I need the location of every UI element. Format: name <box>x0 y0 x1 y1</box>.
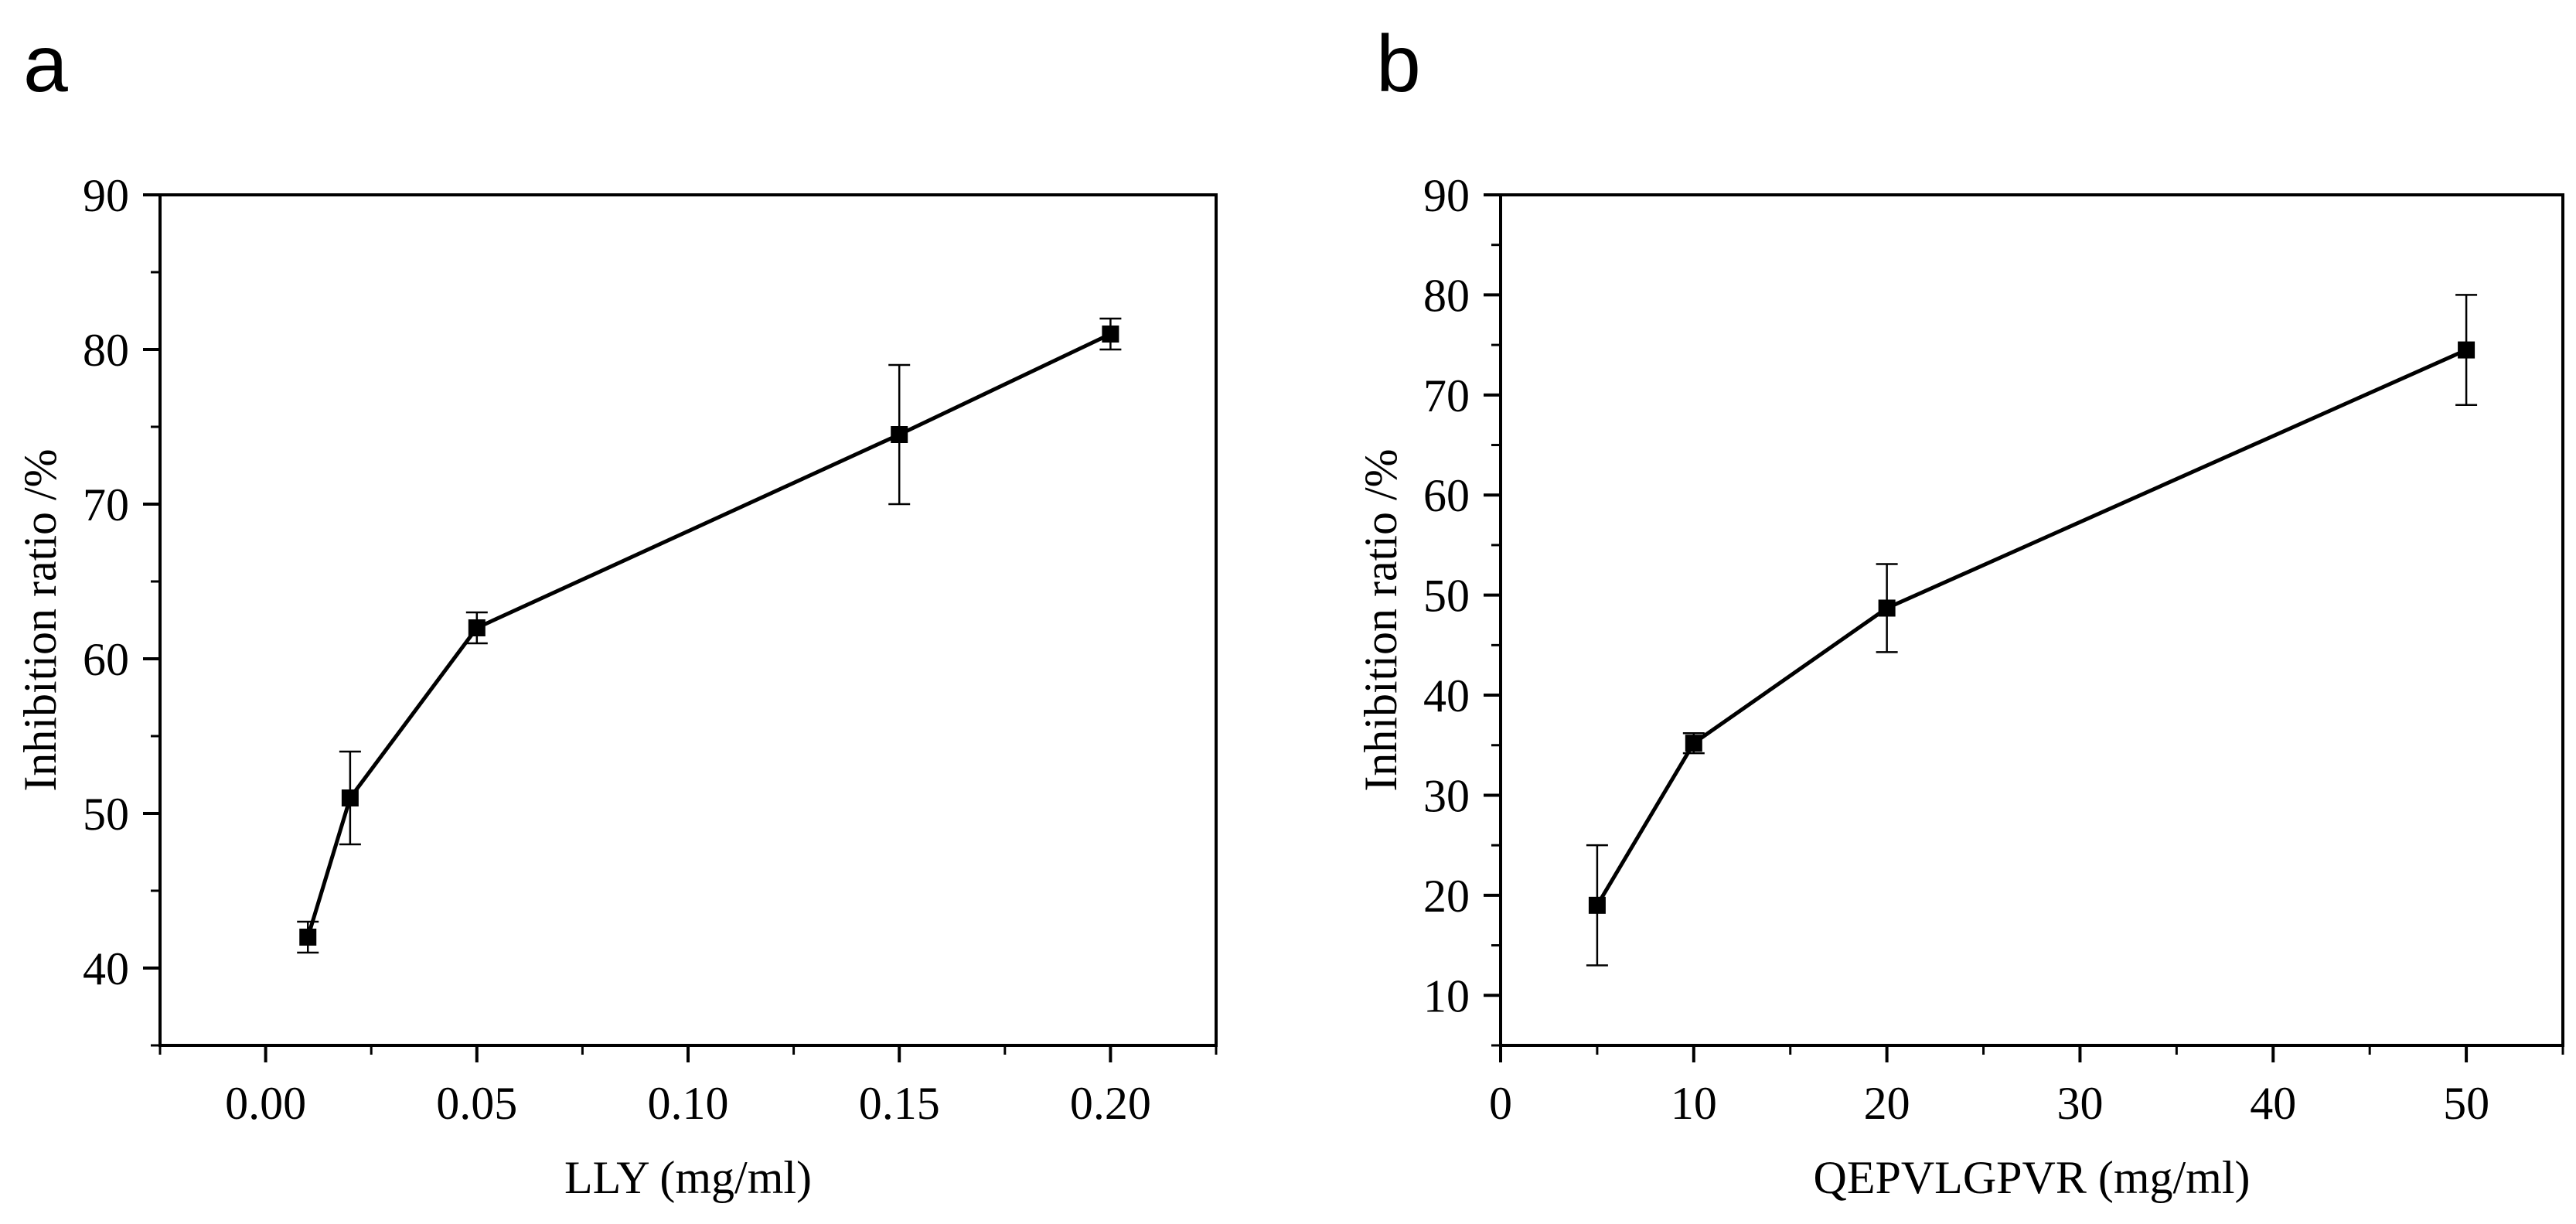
y-tick-label: 70 <box>83 479 129 530</box>
y-tick-label: 90 <box>1423 170 1470 221</box>
y-tick-label: 10 <box>1423 970 1470 1021</box>
panel-label: b <box>1376 19 1421 109</box>
y-tick-label: 30 <box>1423 770 1470 821</box>
data-point <box>1685 735 1702 752</box>
x-tick-label: 20 <box>1864 1078 1910 1129</box>
x-tick-label: 50 <box>2443 1078 2489 1129</box>
data-point <box>1878 599 1896 617</box>
y-tick-label: 40 <box>83 943 129 994</box>
x-tick-label: 0.00 <box>225 1078 306 1129</box>
data-point <box>468 619 486 636</box>
x-axis-title: QEPVLGPVR (mg/ml) <box>1813 1152 2250 1203</box>
y-axis-title: Inhibition ratio /% <box>1355 448 1406 791</box>
plot-frame <box>1499 193 2564 1047</box>
y-tick-label: 40 <box>1423 670 1470 721</box>
x-tick-label: 40 <box>2250 1078 2296 1129</box>
data-point <box>2458 341 2475 359</box>
series-line <box>1595 348 2468 907</box>
x-tick-label: 30 <box>2056 1078 2103 1129</box>
x-tick-label: 0.15 <box>859 1078 940 1129</box>
x-axis-title: LLY (mg/ml) <box>564 1152 812 1203</box>
data-point <box>299 929 317 946</box>
x-tick-label: 0.05 <box>436 1078 517 1129</box>
panel-label: a <box>23 19 68 109</box>
x-tick-label: 0 <box>1489 1078 1512 1129</box>
data-point <box>891 426 908 443</box>
plot-frame <box>158 193 1218 1047</box>
data-point <box>1102 326 1119 343</box>
series-line <box>305 332 1112 938</box>
y-tick-label: 50 <box>1423 571 1470 622</box>
y-tick-label: 60 <box>83 634 129 685</box>
y-axis-title: Inhibition ratio /% <box>15 448 66 791</box>
y-tick-label: 90 <box>83 170 129 221</box>
y-tick-label: 80 <box>1423 270 1470 321</box>
x-tick-label: 10 <box>1671 1078 1717 1129</box>
data-point <box>1588 896 1606 914</box>
chart-panel-b: b 0 10 20 30 40 50 10 20 30 40 50 60 70 80 90 QEPVLGPVR … <box>1355 19 2564 1203</box>
chart-panel-a: a 0.00 0.05 0.10 0.15 0.20 40 50 60 70 80 90 LLY (mg… <box>15 19 1218 1203</box>
y-tick-label: 20 <box>1423 871 1470 922</box>
data-point <box>341 789 359 806</box>
y-tick-label: 60 <box>1423 470 1470 521</box>
x-tick-label: 0.20 <box>1070 1078 1151 1129</box>
x-tick-label: 0.10 <box>648 1078 729 1129</box>
y-tick-label: 70 <box>1423 370 1470 421</box>
y-tick-label: 50 <box>83 789 129 840</box>
y-tick-label: 80 <box>83 325 129 376</box>
